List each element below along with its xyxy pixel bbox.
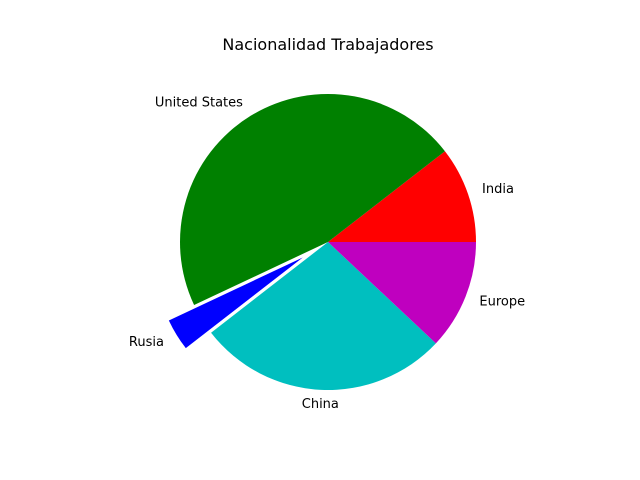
pie-label-europe: Europe xyxy=(479,294,525,309)
chart-title: Nacionalidad Trabajadores xyxy=(222,35,433,54)
pie-label-rusia: Rusia xyxy=(129,335,164,350)
pie-label-india: India xyxy=(482,182,514,197)
pie-slices xyxy=(168,93,476,390)
pie-slice-india xyxy=(328,151,476,242)
pie-slice-rusia xyxy=(168,257,303,349)
pie-label-united-states: United States xyxy=(155,96,243,111)
pie-label-china: China xyxy=(302,397,339,412)
pie-slice-china xyxy=(211,242,436,390)
pie-labels: India United States Rusia China Europe xyxy=(129,96,525,412)
pie-slice-europe xyxy=(328,242,476,344)
pie-slice-united-states xyxy=(179,93,445,306)
